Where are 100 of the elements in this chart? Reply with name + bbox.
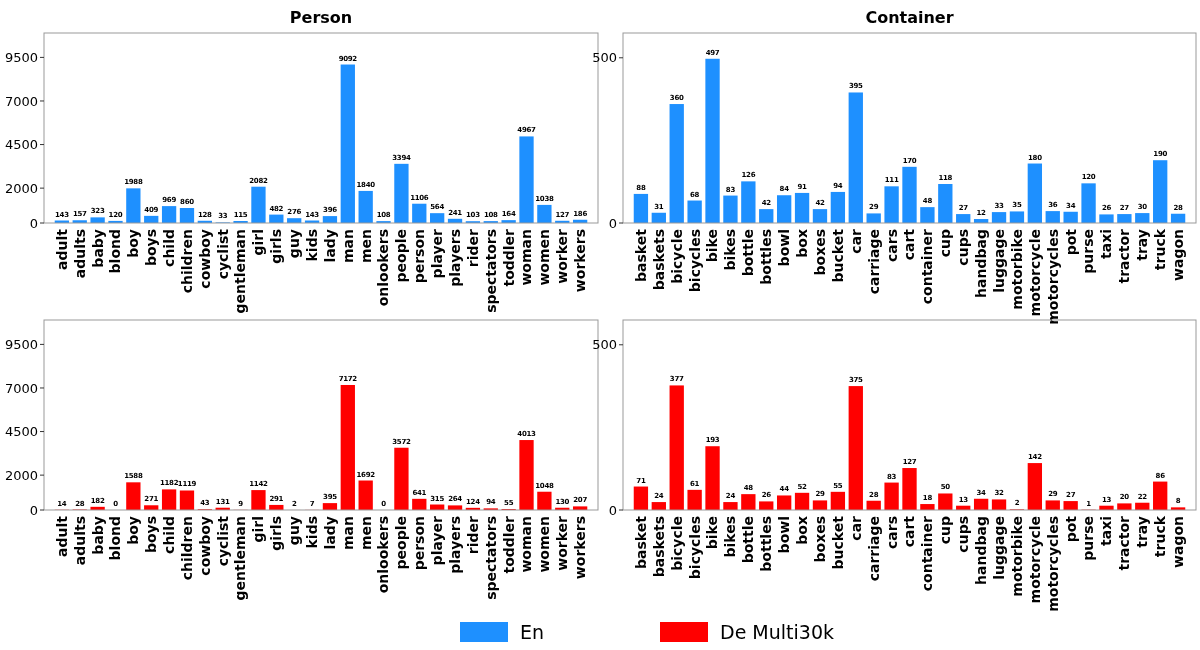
x-tick-label: box xyxy=(793,229,810,258)
x-tick-label: girls xyxy=(268,516,285,551)
y-tick-label: 500 xyxy=(592,337,617,353)
y-tick-label: 500 xyxy=(592,50,617,66)
x-tick-label: handbag xyxy=(973,516,990,585)
y-tick-label: 0 xyxy=(608,215,617,231)
x-tick-label: cart xyxy=(901,228,918,261)
x-tick-label: man xyxy=(339,229,356,264)
x-tick-label: tray xyxy=(1134,229,1151,261)
x-tick-label: baskets xyxy=(650,516,667,578)
x-tick-label: car xyxy=(847,515,864,541)
y-tick-label: 2000 xyxy=(4,467,38,483)
x-tick-label: boxes xyxy=(811,516,828,563)
x-tick-label: lady xyxy=(321,516,338,550)
legend-label: En xyxy=(520,620,545,643)
x-tick-label: motorcycle xyxy=(1026,229,1043,317)
x-tick-label: cart xyxy=(901,515,918,548)
x-tick-label: handbag xyxy=(973,229,990,298)
x-tick-label: spectators xyxy=(482,516,499,600)
x-tick-label: lady xyxy=(321,229,338,263)
x-tick-label: onlookers xyxy=(375,516,392,594)
x-tick-label: worker xyxy=(554,515,571,571)
x-tick-label: pot xyxy=(1062,228,1079,256)
x-tick-label: toddler xyxy=(500,228,517,287)
x-tick-label: children xyxy=(178,229,195,294)
x-tick-label: tractor xyxy=(1116,515,1133,571)
y-tick-label: 7000 xyxy=(4,380,38,396)
x-tick-label: taxi xyxy=(1098,516,1115,546)
y-tick-label: 2000 xyxy=(4,180,38,196)
x-tick-label: cars xyxy=(883,229,900,262)
x-tick-label: boys xyxy=(143,229,160,267)
x-tick-label: purse xyxy=(1080,229,1097,274)
x-tick-label: cyclist xyxy=(214,228,231,280)
y-tick-label: 9500 xyxy=(4,49,38,65)
x-tick-label: cyclist xyxy=(214,515,231,567)
x-tick-label: pot xyxy=(1062,515,1079,543)
x-tick-label: adults xyxy=(71,516,88,566)
y-tick-label: 9500 xyxy=(4,336,38,352)
x-tick-label: motorbike xyxy=(1008,516,1025,597)
x-tick-label: adults xyxy=(71,229,88,279)
legend-label: De Multi30k xyxy=(720,620,834,643)
x-tick-label: person xyxy=(411,516,428,571)
x-tick-label: bike xyxy=(704,516,721,550)
x-tick-label: basket xyxy=(632,515,649,569)
x-tick-label: tray xyxy=(1134,516,1151,548)
y-tick-label: 4500 xyxy=(4,137,38,153)
x-tick-label: bottle xyxy=(740,229,757,277)
x-tick-label: onlookers xyxy=(375,229,392,307)
x-tick-label: workers xyxy=(572,516,589,580)
x-tick-label: girl xyxy=(250,229,267,256)
x-tick-label: girl xyxy=(250,516,267,543)
x-tick-label: purse xyxy=(1080,516,1097,561)
x-tick-label: rider xyxy=(464,515,481,555)
x-tick-label: motorcycle xyxy=(1026,516,1043,604)
x-tick-label: toddler xyxy=(500,515,517,574)
x-tick-label: man xyxy=(339,516,356,551)
x-tick-label: box xyxy=(793,516,810,545)
x-tick-label: cowboy xyxy=(196,229,213,289)
x-tick-label: adult xyxy=(53,515,70,557)
x-tick-label: player xyxy=(429,515,446,566)
x-tick-label: players xyxy=(446,516,463,574)
x-tick-label: adult xyxy=(53,228,70,270)
x-tick-label: guy xyxy=(286,516,303,546)
chart-title: Person xyxy=(289,8,353,27)
x-tick-label: cowboy xyxy=(196,516,213,576)
x-tick-label: player xyxy=(429,228,446,279)
x-tick-label: carriage xyxy=(865,229,882,295)
x-tick-label: workers xyxy=(572,229,589,293)
x-tick-label: cars xyxy=(883,516,900,549)
x-tick-label: luggage xyxy=(990,516,1007,580)
y-tick-label: 0 xyxy=(29,502,38,518)
y-tick-label: 0 xyxy=(608,502,617,518)
x-tick-label: bottle xyxy=(740,516,757,564)
x-tick-label: truck xyxy=(1152,515,1169,558)
x-tick-label: gentleman xyxy=(232,229,249,314)
x-tick-label: cup xyxy=(937,516,954,545)
x-tick-label: boxes xyxy=(811,229,828,276)
x-tick-label: bottles xyxy=(758,229,775,285)
x-tick-label: motorcycles xyxy=(1044,229,1061,325)
x-tick-label: girls xyxy=(268,229,285,264)
y-tick-label: 0 xyxy=(29,215,38,231)
x-tick-label: women xyxy=(536,516,553,573)
x-tick-label: basket xyxy=(632,228,649,282)
x-tick-label: bowl xyxy=(776,516,793,554)
x-tick-label: worker xyxy=(554,228,571,284)
y-tick-label: 4500 xyxy=(4,424,38,440)
x-tick-label: children xyxy=(178,516,195,581)
x-tick-label: cups xyxy=(955,229,972,266)
x-tick-label: kids xyxy=(303,516,320,549)
x-tick-label: wagon xyxy=(1169,229,1186,281)
x-tick-label: bottles xyxy=(758,516,775,572)
x-tick-label: woman xyxy=(518,516,535,573)
x-tick-label: bicycle xyxy=(668,516,685,571)
x-tick-label: child xyxy=(161,516,177,554)
x-tick-label: child xyxy=(161,229,177,267)
x-tick-label: people xyxy=(393,229,410,283)
x-tick-label: bicycles xyxy=(686,516,703,580)
x-tick-label: boy xyxy=(125,229,142,258)
x-tick-label: carriage xyxy=(865,516,882,582)
x-tick-label: bucket xyxy=(829,228,846,283)
